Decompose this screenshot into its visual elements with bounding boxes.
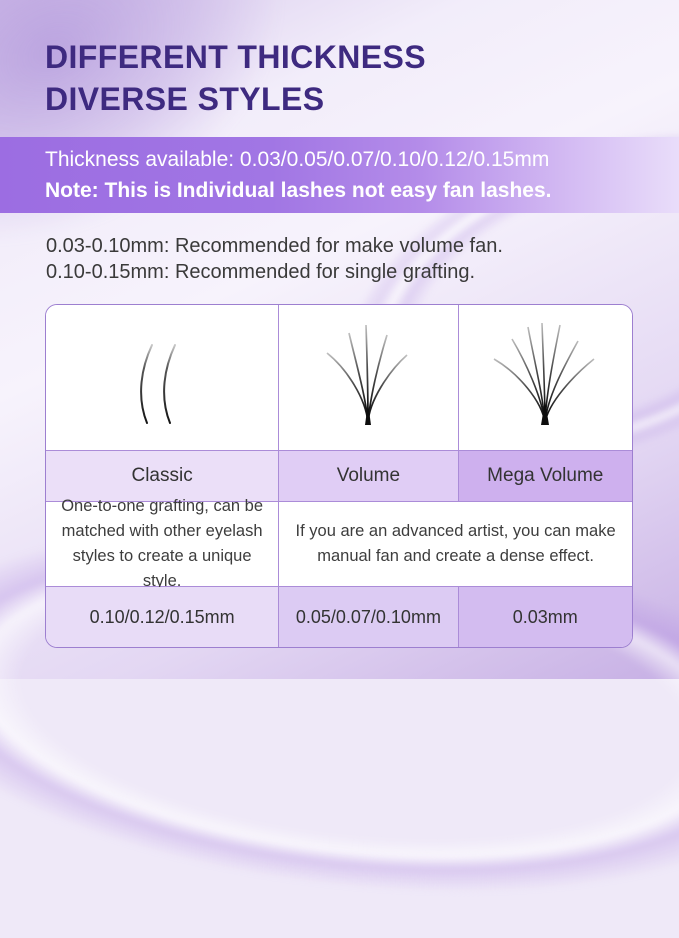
title-line-2: DIVERSE STYLES: [45, 81, 325, 117]
recommendation-volume-fan: 0.03-0.10mm: Recommended for make volume…: [46, 235, 503, 257]
mega-volume-illustration-cell: [457, 305, 632, 450]
page-title: DIFFERENT THICKNESS DIVERSE STYLES: [45, 36, 426, 120]
description-volume-mega: If you are an advanced artist, you can m…: [278, 502, 632, 586]
illustration-row: [46, 305, 632, 450]
thickness-classic: 0.10/0.12/0.15mm: [46, 587, 279, 647]
classic-lash-icon: [140, 343, 177, 424]
description-row: One-to-one grafting, can be matched with…: [46, 497, 632, 590]
classic-illustration-cell: [46, 305, 278, 450]
thickness-available-text: Thickness available: 0.03/0.05/0.07/0.10…: [45, 148, 550, 171]
recommendation-single-grafting: 0.10-0.15mm: Recommended for single graf…: [46, 261, 476, 283]
label-mega-volume: Mega Volume: [457, 451, 632, 501]
thickness-banner: Thickness available: 0.03/0.05/0.07/0.10…: [0, 137, 679, 213]
note-text: Note: This is Individual lashes not easy…: [45, 179, 552, 202]
styles-table: Classic Volume Mega Volume One-to-one gr…: [45, 304, 633, 648]
label-row: Classic Volume Mega Volume: [46, 450, 632, 501]
label-volume: Volume: [278, 451, 458, 501]
description-classic: One-to-one grafting, can be matched with…: [61, 497, 263, 590]
label-classic: Classic: [46, 451, 279, 501]
volume-illustration-cell: [278, 305, 457, 450]
thickness-volume: 0.05/0.07/0.10mm: [278, 587, 458, 647]
title-line-1: DIFFERENT THICKNESS: [45, 39, 426, 75]
thickness-row: 0.10/0.12/0.15mm 0.05/0.07/0.10mm 0.03mm: [46, 586, 632, 647]
recommendations: 0.03-0.10mm: Recommended for make volume…: [46, 233, 503, 285]
volume-fan-icon: [326, 324, 408, 425]
mega-volume-fan-icon: [493, 322, 595, 425]
thickness-mega-volume: 0.03mm: [457, 587, 632, 647]
